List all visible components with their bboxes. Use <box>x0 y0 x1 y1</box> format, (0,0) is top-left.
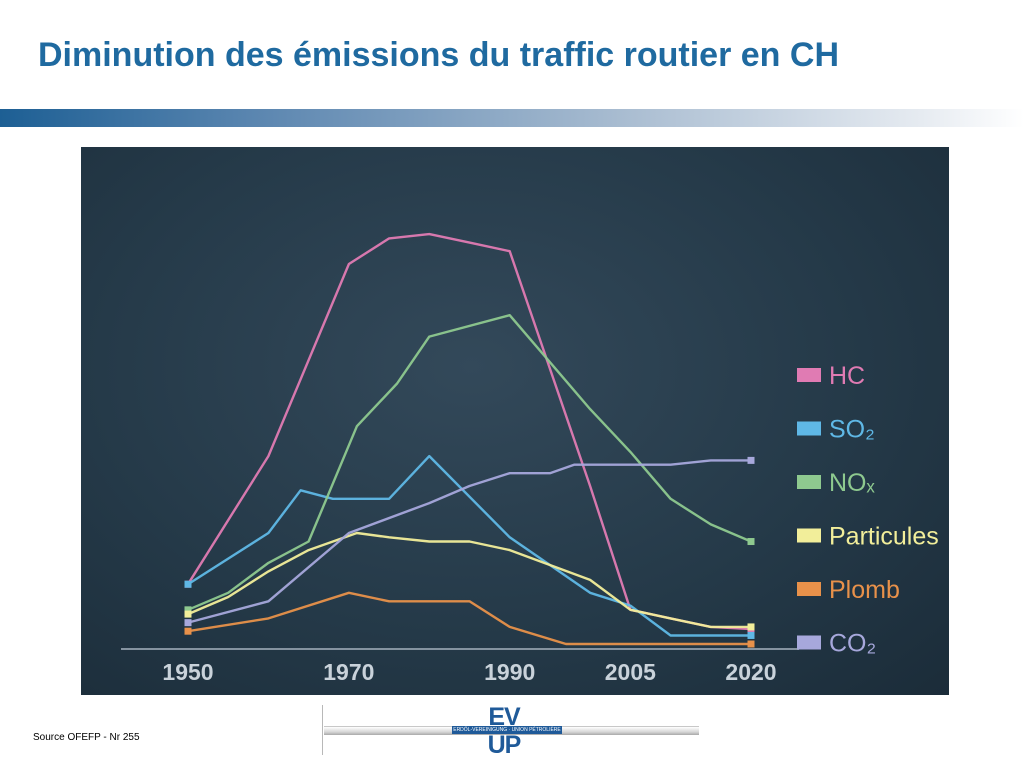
x-tick-label: 1990 <box>484 659 535 685</box>
series-end-marker <box>184 606 192 614</box>
ev-up-logo: EV ERDÖL-VEREINIGUNG · UNION PÉTROLIÈRE … <box>452 704 562 760</box>
logo-text-bottom: UP <box>487 731 522 759</box>
series-end-marker <box>184 627 192 635</box>
series-4 <box>184 591 755 648</box>
logo-strip-text: ERDÖL-VEREINIGUNG · UNION PÉTROLIÈRE <box>452 726 562 734</box>
series-end-marker <box>747 631 755 639</box>
legend-label: Particules <box>829 523 939 551</box>
series-5 <box>184 456 755 627</box>
series-0 <box>184 232 755 633</box>
legend-label: NOₓ <box>829 469 876 497</box>
title-gradient-bar <box>0 109 1024 127</box>
legend-swatch <box>797 582 821 596</box>
series-end-marker <box>747 456 755 464</box>
series-line <box>186 531 753 629</box>
chart-svg: 1950 1970 1990 2005 2020 HC SO₂ NOₓ Particules P… <box>121 232 939 685</box>
emissions-chart: 1950 1970 1990 2005 2020 HC SO₂ NOₓ Particules P… <box>81 147 949 695</box>
series-end-marker <box>747 640 755 648</box>
legend-label: SO₂ <box>829 416 875 444</box>
legend-label: Plomb <box>829 576 900 604</box>
series-3 <box>184 531 755 631</box>
footer-divider <box>322 705 323 755</box>
legend-swatch <box>797 475 821 489</box>
legend-label: HC <box>829 362 865 390</box>
x-tick-label: 2005 <box>605 659 656 685</box>
logo-text-top: EV <box>488 703 520 731</box>
source-note: Source OFEFP - Nr 255 <box>33 732 140 743</box>
series-lines <box>184 232 755 648</box>
series-2 <box>184 314 755 614</box>
legend-label: CO₂ <box>829 630 876 658</box>
series-end-marker <box>747 623 755 631</box>
series-end-marker <box>184 619 192 627</box>
series-line <box>186 314 753 611</box>
series-1 <box>184 454 755 639</box>
slide-title: Diminution des émissions du traffic rout… <box>38 36 839 74</box>
series-end-marker <box>747 538 755 546</box>
legend-swatch <box>797 528 821 543</box>
series-line <box>186 454 753 637</box>
series-end-marker <box>184 610 192 618</box>
series-line <box>186 591 753 646</box>
legend-swatch <box>797 421 821 436</box>
x-tick-label: 2020 <box>725 659 776 685</box>
x-tick-label: 1970 <box>323 659 374 685</box>
x-tick-label: 1950 <box>162 659 213 685</box>
series-line <box>186 459 753 624</box>
chart-legend: HC SO₂ NOₓ Particules Plomb CO₂ <box>797 362 939 658</box>
legend-swatch <box>797 368 821 382</box>
legend-swatch <box>797 635 821 650</box>
series-end-marker <box>184 580 192 588</box>
x-axis: 1950 1970 1990 2005 2020 <box>121 648 799 685</box>
